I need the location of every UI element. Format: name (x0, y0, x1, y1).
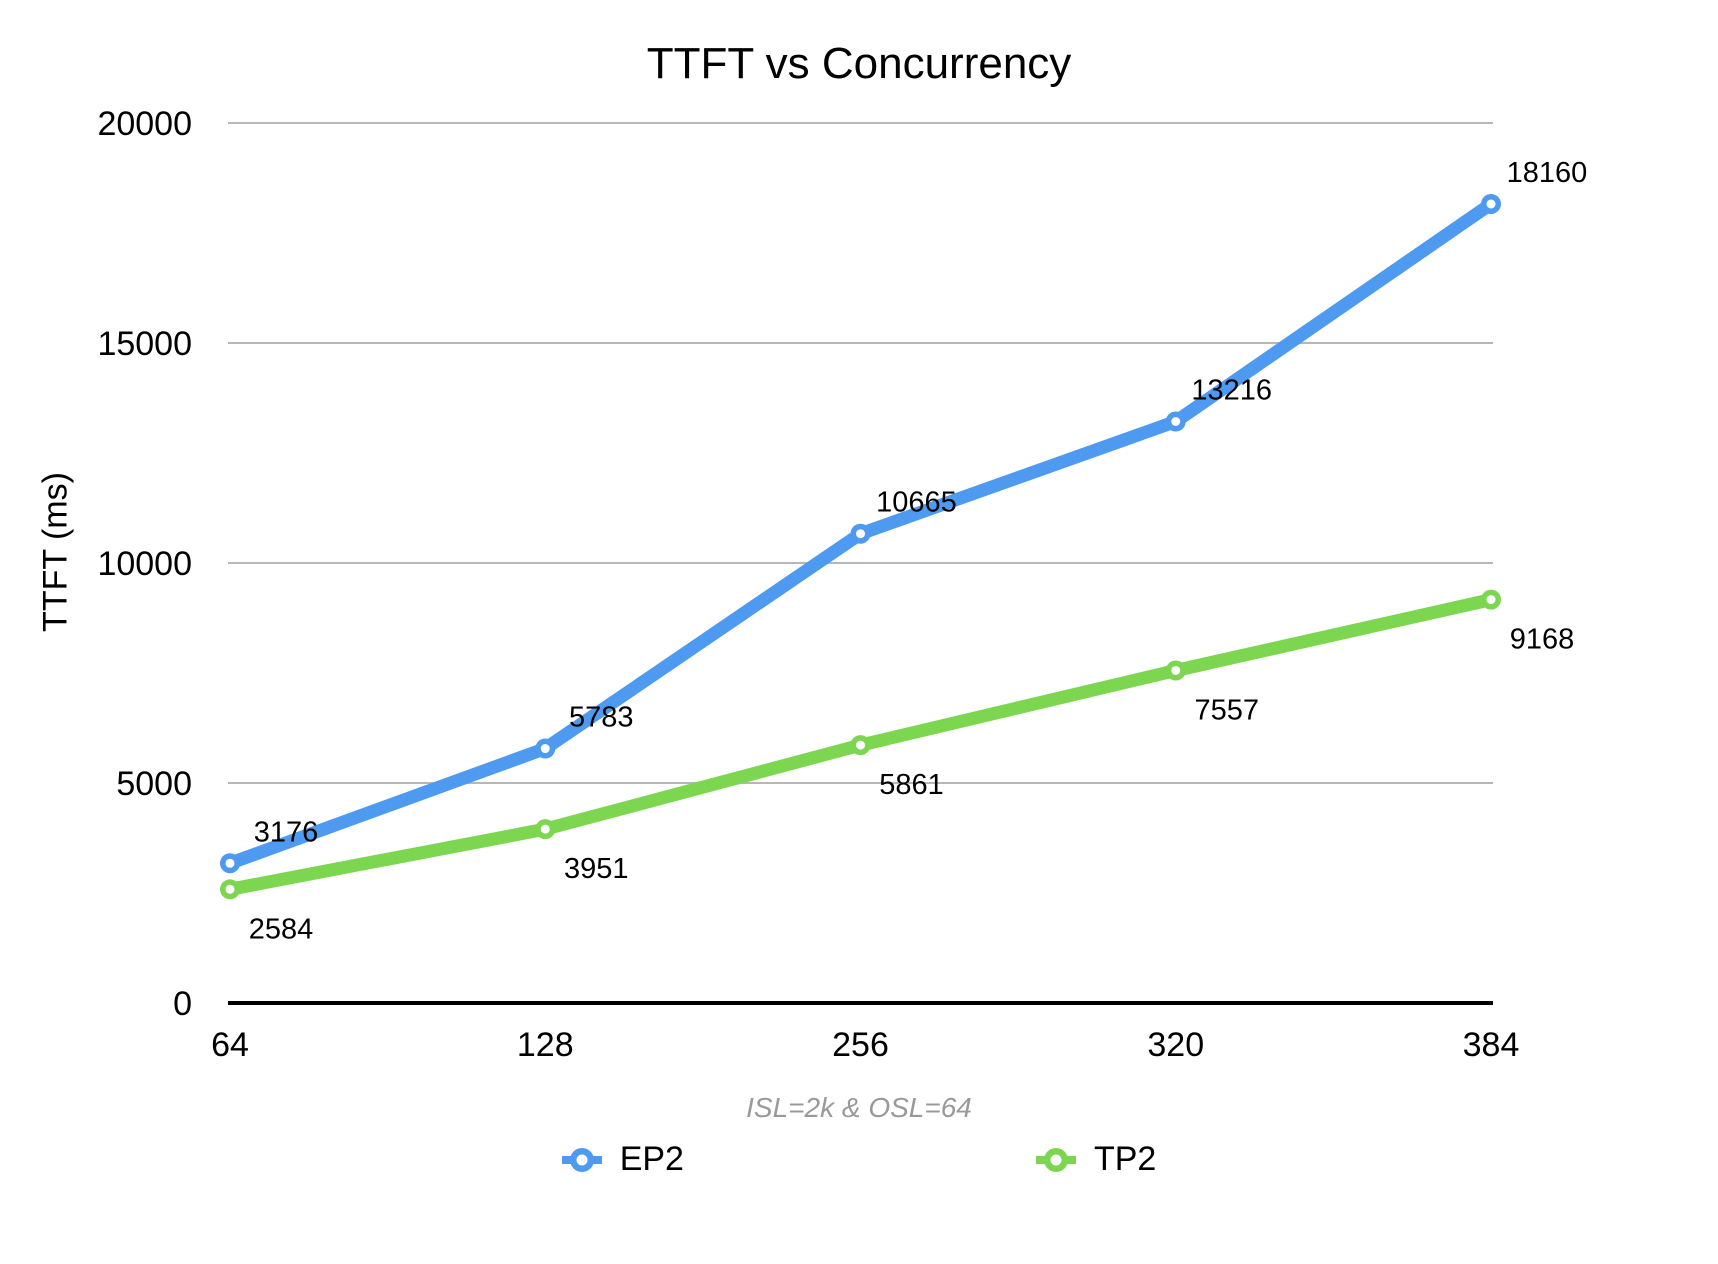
data-label-ep2: 5783 (569, 702, 634, 734)
data-point-hole-tp2 (225, 884, 235, 894)
legend-item-tp2: TP2 (1035, 1140, 1157, 1179)
x-tick-label: 384 (1463, 1026, 1520, 1064)
y-tick-label: 20000 (97, 105, 192, 143)
data-label-ep2: 18160 (1507, 157, 1588, 189)
ep2-line-marker-icon (561, 1147, 602, 1172)
data-label-tp2: 7557 (1194, 694, 1259, 726)
data-label-tp2: 2584 (249, 913, 314, 945)
data-label-tp2: 9168 (1510, 624, 1575, 656)
data-point-hole-ep2 (1486, 199, 1496, 209)
data-point-hole-ep2 (225, 858, 235, 868)
data-point-hole-tp2 (856, 740, 865, 750)
y-tick-label: 15000 (97, 325, 192, 363)
data-point-hole-ep2 (540, 744, 550, 754)
data-label-ep2: 13216 (1191, 374, 1272, 406)
legend-label-ep2: EP2 (619, 1140, 684, 1178)
y-tick-label: 5000 (116, 765, 192, 803)
y-tick-label: 0 (173, 985, 192, 1023)
x-tick-label: 128 (517, 1026, 574, 1064)
x-tick-label: 256 (832, 1026, 889, 1064)
data-label-tp2: 5861 (879, 769, 944, 801)
data-point-hole-tp2 (1171, 665, 1181, 675)
data-point-hole-ep2 (1171, 416, 1181, 426)
data-label-tp2: 3951 (564, 853, 629, 885)
tp2-line-marker-icon (1035, 1147, 1076, 1172)
legend-item-ep2: EP2 (561, 1140, 684, 1179)
data-point-hole-tp2 (540, 824, 550, 834)
data-point-hole-ep2 (856, 529, 865, 539)
y-tick-label: 10000 (97, 545, 192, 583)
x-tick-label: 320 (1147, 1026, 1204, 1064)
data-label-ep2: 10665 (876, 487, 957, 519)
chart-title: TTFT vs Concurrency (646, 39, 1072, 88)
data-point-hole-tp2 (1486, 595, 1496, 605)
legend-label-tp2: TP2 (1093, 1140, 1157, 1178)
legend: EP2 TP2 (0, 1140, 1718, 1179)
x-axis-annotation: ISL=2k & OSL=64 (746, 1092, 972, 1123)
data-label-ep2: 3176 (254, 816, 319, 848)
x-tick-label: 64 (211, 1026, 249, 1064)
